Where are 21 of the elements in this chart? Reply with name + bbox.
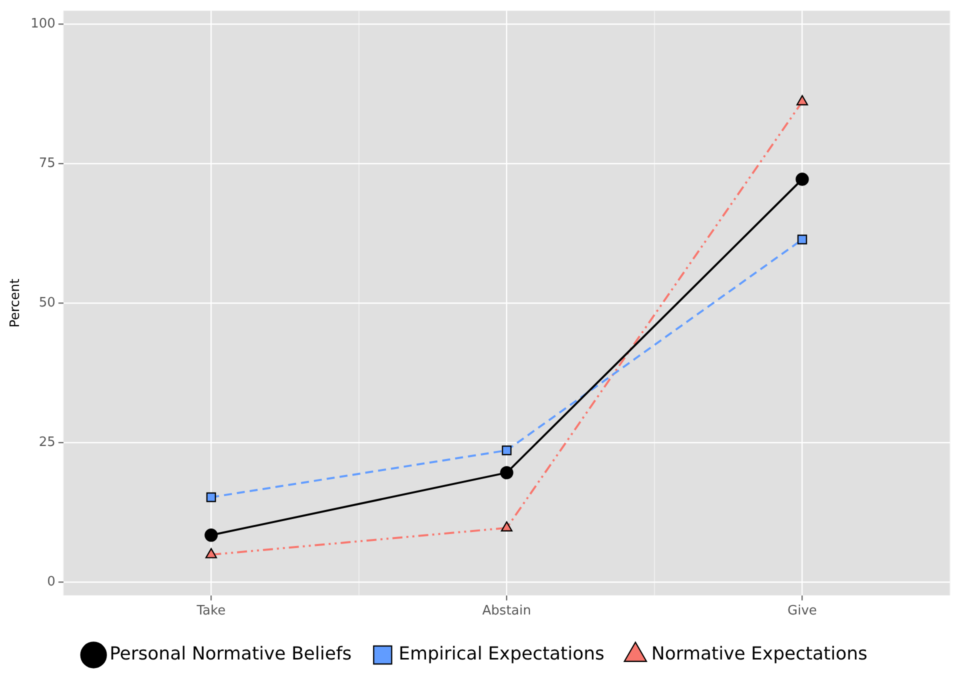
- x-tick-label: Abstain: [482, 604, 532, 619]
- y-tick-label: 0: [47, 574, 56, 590]
- legend-label: Personal Normative Beliefs: [110, 644, 352, 665]
- x-tick-label: Take: [196, 604, 226, 619]
- y-axis-title: Percent: [8, 278, 24, 328]
- y-tick-label: 25: [38, 434, 56, 450]
- point: [205, 548, 217, 558]
- point: [500, 466, 514, 480]
- legend-label: Normative Expectations: [651, 644, 868, 665]
- y-tick-label: 50: [38, 295, 56, 310]
- y-tick-label: 75: [38, 156, 56, 172]
- y-tick-label: 100: [30, 16, 56, 32]
- point: [500, 521, 513, 532]
- point: [206, 492, 216, 502]
- point: [204, 528, 218, 542]
- x-tick-label: Give: [788, 604, 817, 619]
- point: [502, 446, 512, 456]
- point: [796, 95, 808, 106]
- legend-label: Empirical Expectations: [398, 644, 604, 665]
- point: [796, 172, 809, 186]
- point: [797, 234, 808, 244]
